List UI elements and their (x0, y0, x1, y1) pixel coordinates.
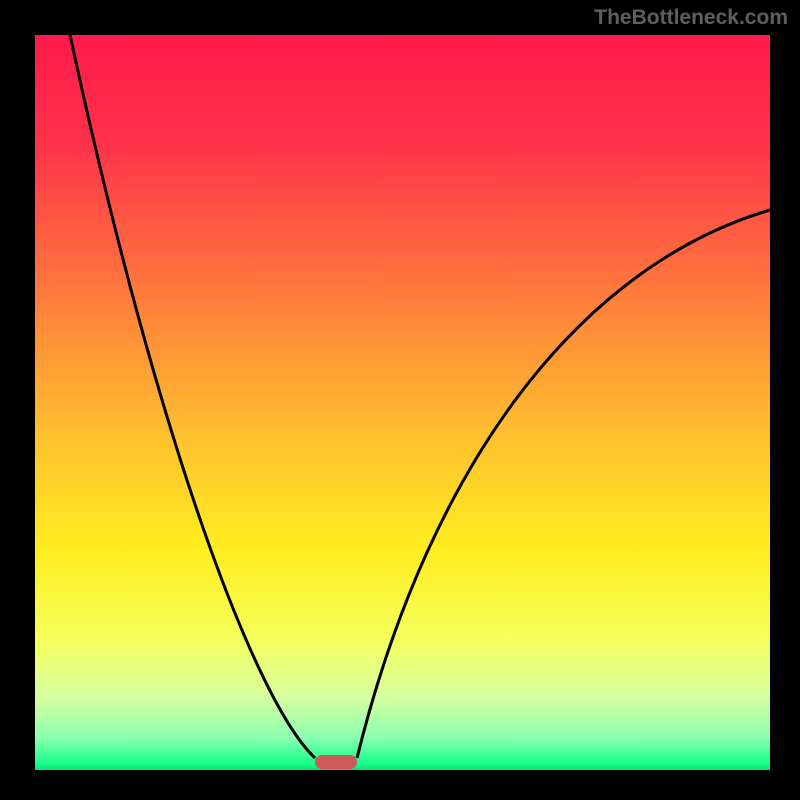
gradient-background (35, 35, 770, 770)
chart-svg (0, 0, 800, 800)
optimal-marker (315, 755, 357, 769)
watermark-text: TheBottleneck.com (594, 6, 788, 30)
bottleneck-chart (0, 0, 800, 800)
